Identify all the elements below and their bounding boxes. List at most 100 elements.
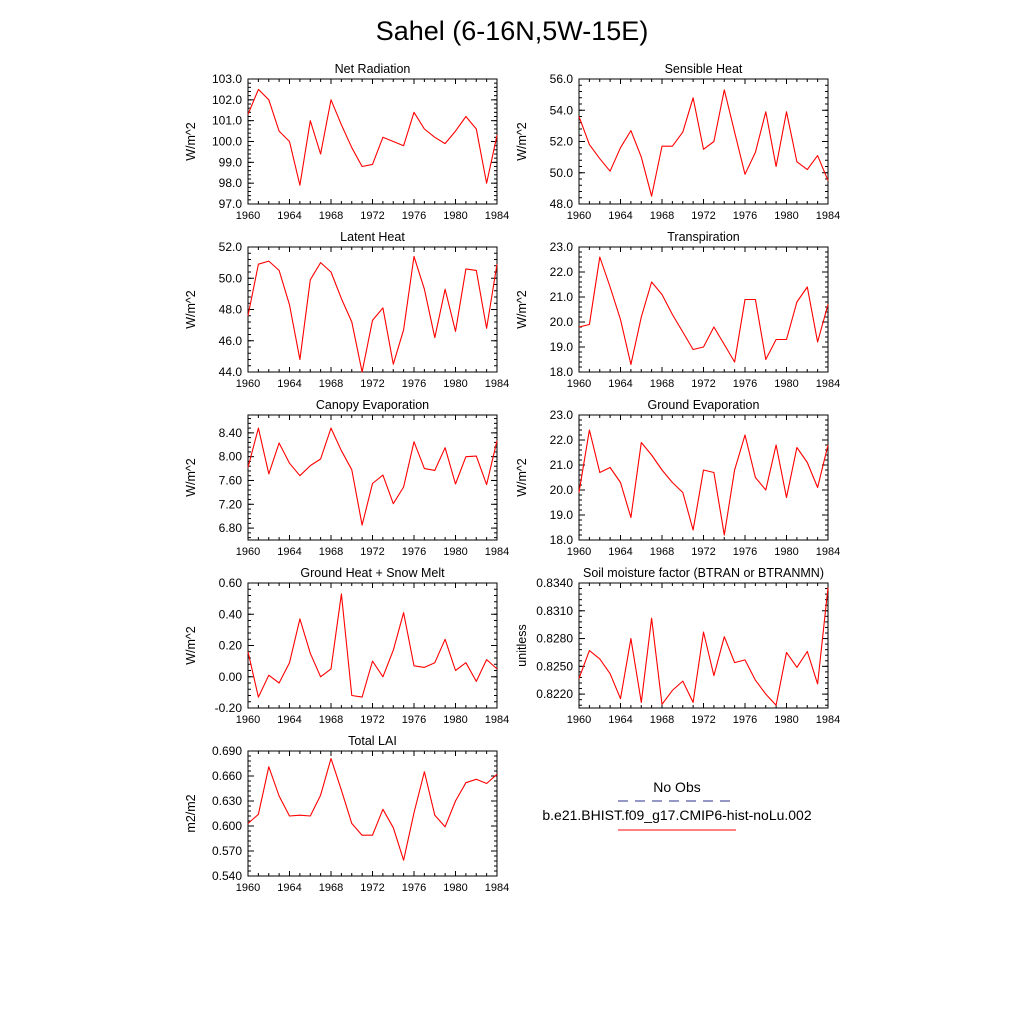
panel-title: Transpiration [667, 230, 740, 244]
x-tick-label: 1964 [608, 210, 632, 222]
x-tick-label: 1960 [567, 714, 591, 726]
x-tick-label: 1984 [485, 882, 509, 894]
x-tick-label: 1964 [608, 378, 632, 390]
y-tick-label: 52.0 [550, 135, 574, 149]
x-tick-label: 1972 [360, 882, 384, 894]
x-tick-label: 1964 [277, 714, 301, 726]
panel-sensible-heat: Sensible Heat W/m^2 1960 1964 1968 1972 1976 19… [515, 62, 840, 222]
x-tick-label: 1960 [236, 210, 260, 222]
y-tick-label: 46.0 [219, 334, 243, 348]
x-tick-label: 1972 [691, 210, 715, 222]
series-line-ground-evaporation [578, 429, 829, 536]
y-tick-label: 0.600 [212, 819, 242, 833]
x-tick-label: 1964 [608, 714, 632, 726]
x-tick-label: 1964 [277, 210, 301, 222]
panel-net-radiation: Net Radiation W/m^2 1960 1964 1968 1972 1976 19… [184, 62, 509, 222]
x-tick-label: 1972 [691, 378, 715, 390]
y-axis-label: W/m^2 [184, 458, 198, 497]
y-axis-label: W/m^2 [515, 290, 529, 329]
y-axis-label: W/m^2 [184, 626, 198, 665]
y-axis-label: W/m^2 [515, 122, 529, 161]
y-tick-label: 0.660 [212, 769, 242, 783]
y-tick-label: 48.0 [219, 303, 243, 317]
x-tick-label: 1976 [402, 714, 426, 726]
x-tick-label: 1964 [277, 546, 301, 558]
panel-title: Sensible Heat [665, 62, 743, 76]
y-tick-label: 20.0 [550, 315, 574, 329]
x-tick-label: 1960 [236, 714, 260, 726]
series-line-latent-heat [247, 255, 498, 373]
x-tick-label: 1976 [733, 378, 757, 390]
y-tick-label: 22.0 [550, 433, 574, 447]
y-tick-label: 102.0 [212, 93, 242, 107]
y-axis-label: W/m^2 [184, 122, 198, 161]
panel-title: Ground Heat + Snow Melt [300, 566, 445, 580]
panel-latent-heat: Latent Heat W/m^2 1960 1964 1968 1972 1976 1980… [184, 230, 509, 390]
x-tick-label: 1968 [319, 546, 343, 558]
x-tick-label: 1984 [485, 546, 509, 558]
legend-obs-label: No Obs [653, 779, 700, 795]
figure-title: Sahel (6-16N,5W-15E) [376, 16, 649, 46]
x-tick-label: 1984 [485, 378, 509, 390]
series-line-soil-moisture-factor-btran-or-btranmn [578, 587, 829, 706]
panel-total-lai: Total LAI m2/m2 1960 1964 1968 1972 1976 1980 19… [184, 734, 509, 894]
panel-title: Net Radiation [335, 62, 411, 76]
panel-title: Canopy Evaporation [316, 398, 429, 412]
y-tick-label: 0.60 [219, 576, 243, 590]
legend: No Obs b.e21.BHIST.f09_g17.CMIP6-hist-no… [542, 779, 812, 831]
y-tick-label: 8.40 [219, 426, 243, 440]
x-tick-label: 1964 [277, 882, 301, 894]
y-tick-label: 0.8310 [536, 604, 573, 618]
series-line-net-radiation [247, 88, 498, 186]
x-tick-label: 1984 [485, 210, 509, 222]
x-tick-label: 1960 [567, 378, 591, 390]
panel-title: Total LAI [348, 734, 397, 748]
y-tick-label: 19.0 [550, 340, 574, 354]
x-tick-label: 1980 [443, 714, 467, 726]
y-tick-label: 98.0 [219, 176, 243, 190]
x-tick-label: 1980 [443, 882, 467, 894]
x-tick-label: 1980 [774, 210, 798, 222]
series-line-sensible-heat [578, 89, 829, 197]
panel-transpiration: Transpiration W/m^2 1960 1964 1968 1972 1976 19… [515, 230, 840, 390]
x-tick-label: 1980 [443, 210, 467, 222]
y-tick-label: 50.0 [550, 166, 574, 180]
panel-frame [578, 78, 829, 205]
panel-frame [247, 582, 498, 709]
x-tick-label: 1968 [319, 714, 343, 726]
x-tick-label: 1980 [774, 714, 798, 726]
y-tick-label: 23.0 [550, 240, 574, 254]
y-tick-label: 20.0 [550, 483, 574, 497]
panel-ground-heat-snow-melt: Ground Heat + Snow Melt W/m^2 1960 1964 1968… [184, 566, 509, 726]
y-axis-label: unitless [515, 624, 529, 666]
x-tick-label: 1972 [360, 210, 384, 222]
x-tick-label: 1984 [816, 210, 840, 222]
y-tick-label: 0.8340 [536, 576, 573, 590]
x-tick-label: 1980 [443, 546, 467, 558]
series-line-ground-heat-snow-melt [247, 593, 498, 698]
x-tick-label: 1968 [650, 714, 674, 726]
x-tick-label: 1960 [567, 210, 591, 222]
y-tick-label: 103.0 [212, 72, 242, 86]
y-tick-label: 100.0 [212, 135, 242, 149]
y-tick-label: 0.20 [219, 639, 243, 653]
x-tick-label: 1968 [650, 378, 674, 390]
y-axis-label: m2/m2 [184, 794, 198, 832]
panel-frame [247, 78, 498, 205]
x-tick-label: 1968 [319, 882, 343, 894]
x-tick-label: 1976 [733, 714, 757, 726]
y-tick-label: 101.0 [212, 114, 242, 128]
y-tick-label: 56.0 [550, 72, 574, 86]
y-tick-label: 7.20 [219, 497, 243, 511]
x-tick-label: 1968 [650, 546, 674, 558]
x-tick-label: 1960 [236, 378, 260, 390]
y-axis-label: W/m^2 [515, 458, 529, 497]
y-tick-label: 0.40 [219, 607, 243, 621]
y-tick-label: 50.0 [219, 271, 243, 285]
y-tick-label: 19.0 [550, 508, 574, 522]
x-tick-label: 1976 [402, 378, 426, 390]
x-tick-label: 1960 [236, 882, 260, 894]
y-axis-label: W/m^2 [184, 290, 198, 329]
